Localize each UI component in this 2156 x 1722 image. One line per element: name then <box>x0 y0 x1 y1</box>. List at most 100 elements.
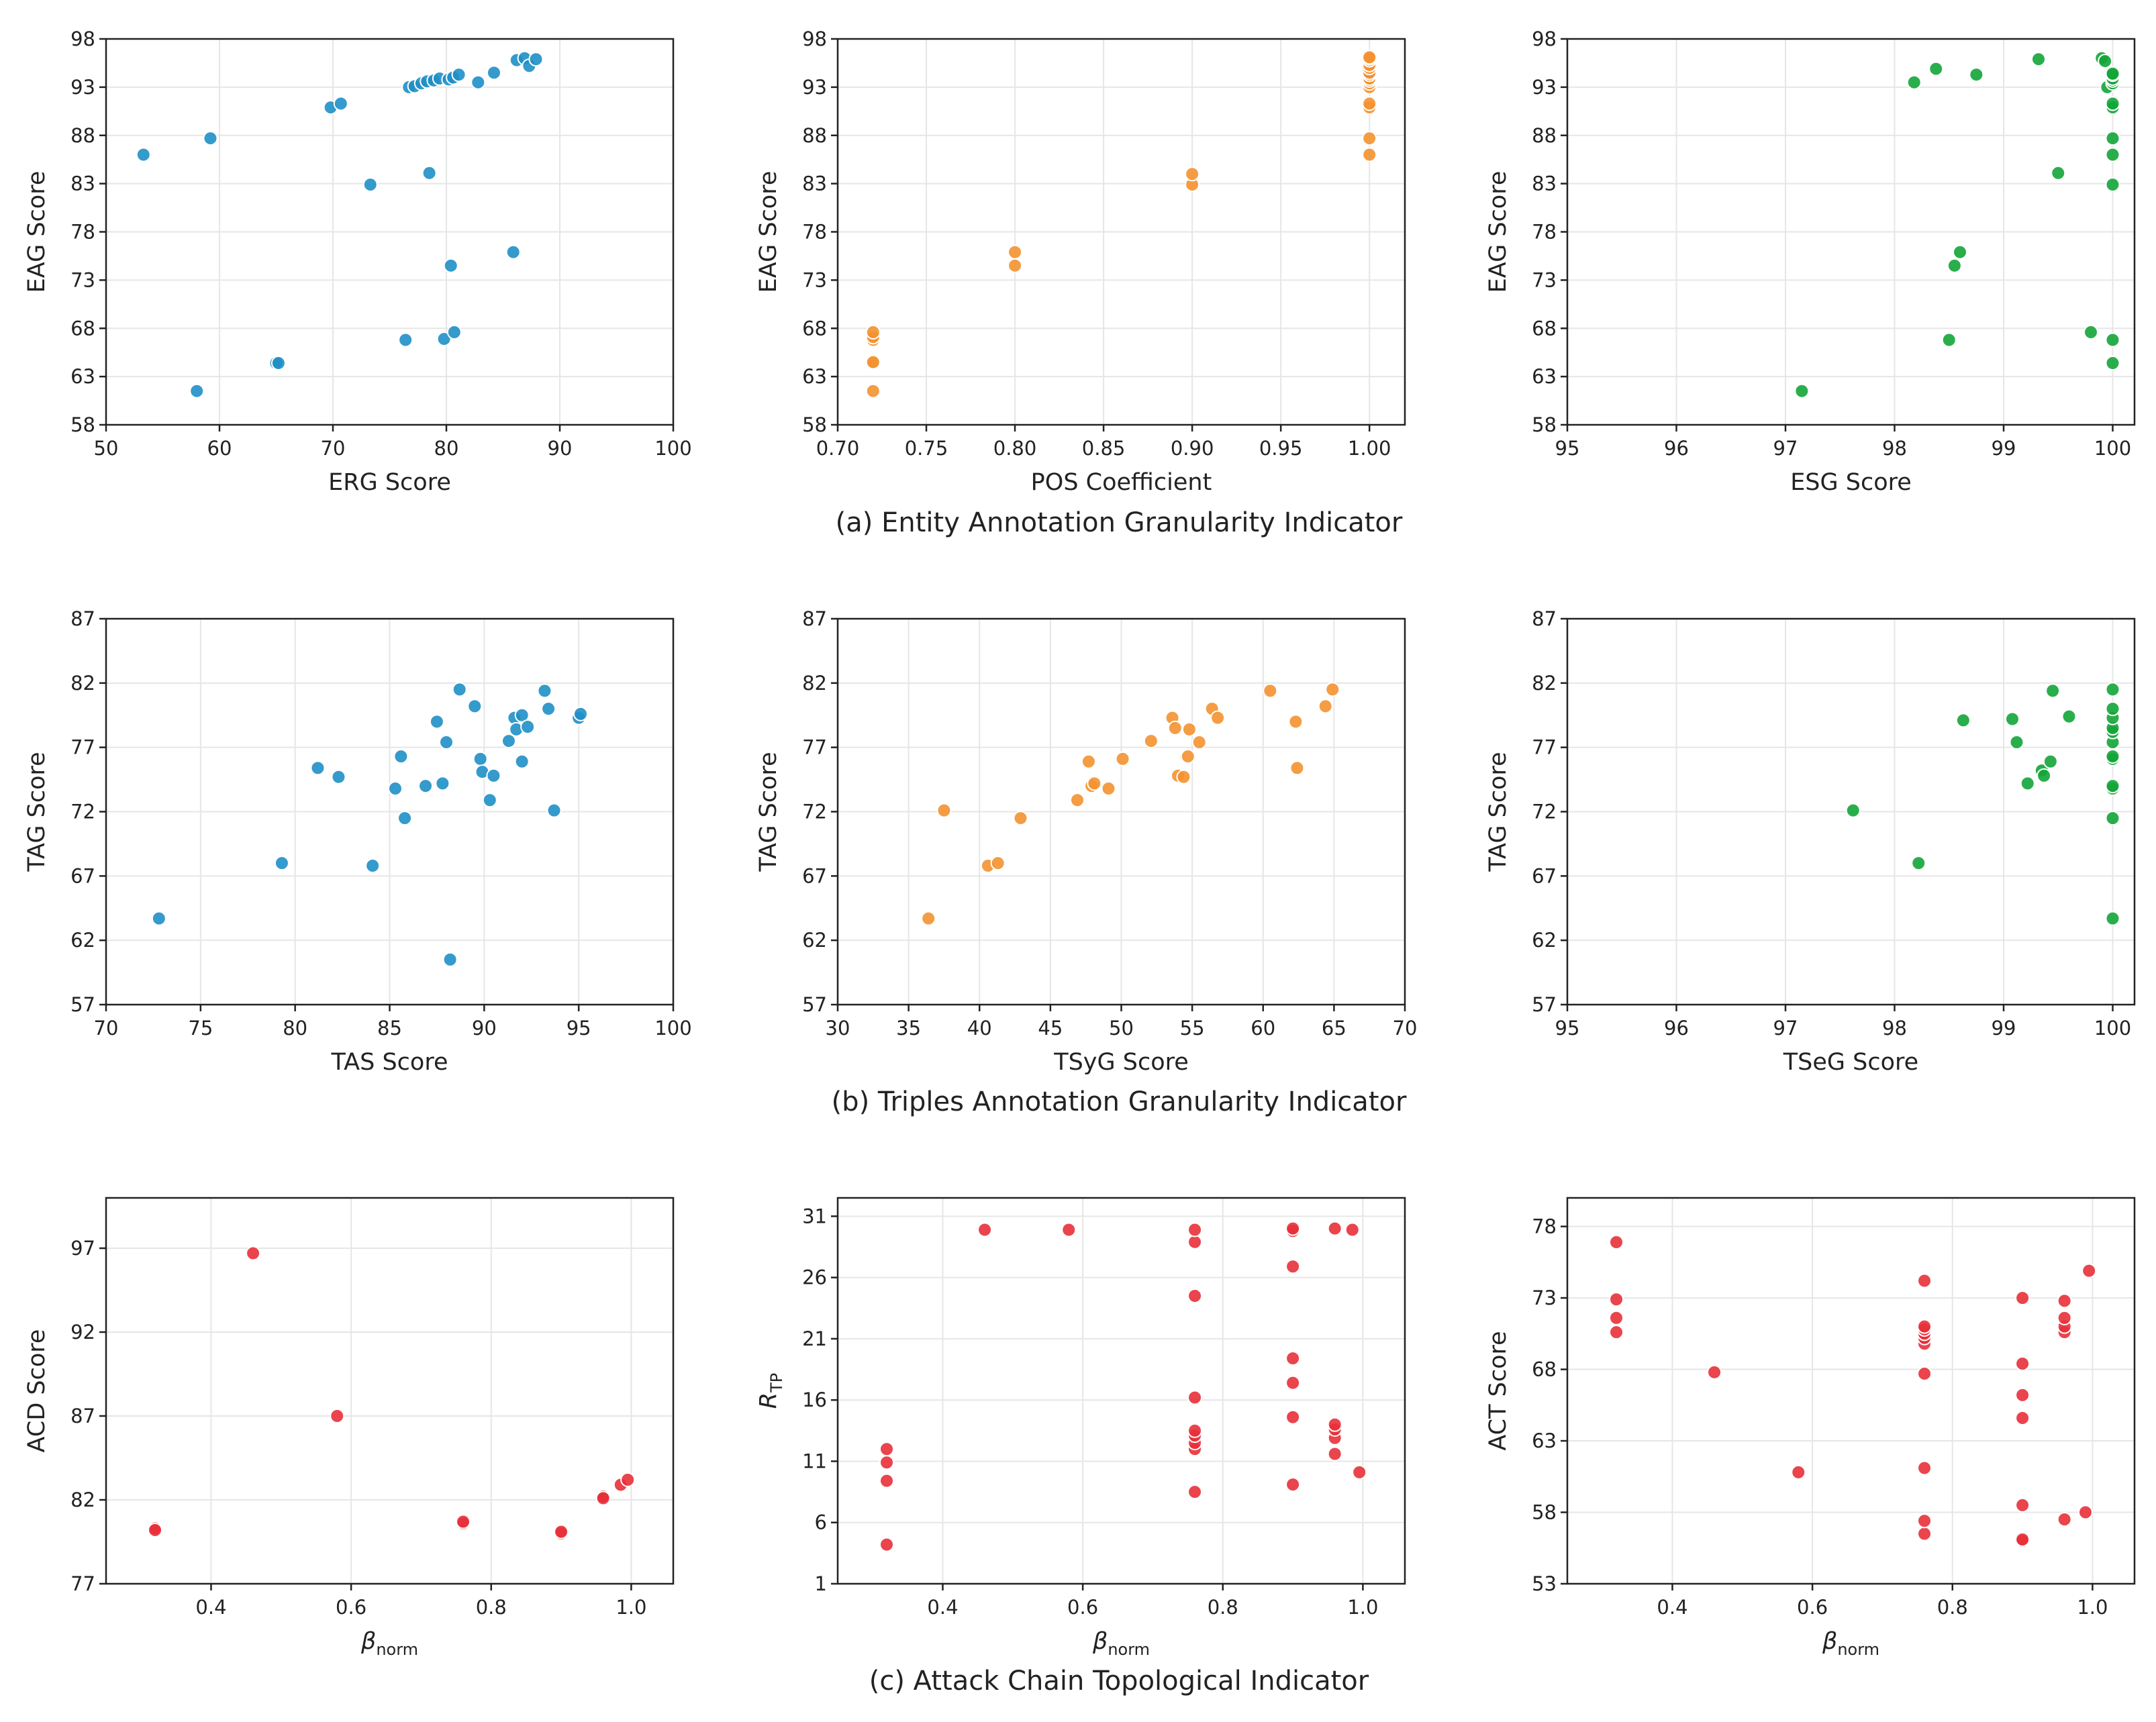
data-point <box>528 52 544 67</box>
y-tick-label: 82 <box>1532 672 1557 695</box>
data-point <box>330 1409 345 1423</box>
caption-a: (a) Entity Annotation Granularity Indica… <box>836 507 1403 538</box>
data-point <box>1143 733 1159 749</box>
data-point <box>537 683 552 699</box>
data-point <box>482 793 497 808</box>
data-point <box>362 177 378 193</box>
data-point <box>1609 1325 1624 1340</box>
x-tick-label: 0.6 <box>1067 1596 1098 1619</box>
data-point <box>1791 1464 1806 1480</box>
data-point <box>546 803 562 818</box>
data-point <box>1185 166 1200 182</box>
x-tick-label: 1.00 <box>1348 437 1391 460</box>
data-point <box>1917 1513 1932 1529</box>
y-tick-label: 11 <box>802 1450 827 1472</box>
data-point <box>520 719 536 734</box>
x-tick-label: 0.95 <box>1259 437 1303 460</box>
x-tick-label: 50 <box>1109 1017 1134 1040</box>
y-axis-label: EAG Score <box>23 171 50 293</box>
data-point <box>2015 1387 2030 1403</box>
y-tick-label: 73 <box>802 268 827 291</box>
data-point <box>1327 1446 1342 1462</box>
x-axis-label-subscript: norm <box>376 1640 418 1659</box>
x-tick-label: 50 <box>94 437 119 460</box>
data-point <box>879 1537 895 1552</box>
y-tick-label: 72 <box>802 801 827 823</box>
data-point <box>1953 244 1967 260</box>
data-point <box>620 1472 636 1487</box>
data-point <box>2057 1310 2072 1325</box>
data-point <box>1845 803 1861 818</box>
data-point <box>977 1222 993 1237</box>
data-point <box>1285 1375 1301 1390</box>
data-point <box>1181 721 1197 737</box>
data-point <box>1911 856 1926 871</box>
x-tick-label: 0.8 <box>1208 1596 1238 1619</box>
plot-frame <box>105 1197 675 1585</box>
data-point <box>1941 332 1957 348</box>
data-point <box>505 244 521 260</box>
x-axis-label-main: β <box>360 1628 376 1655</box>
x-axis-label: TAS Score <box>331 1049 448 1076</box>
data-point <box>2045 683 2061 699</box>
x-tick-label: 0.8 <box>476 1596 507 1619</box>
y-tick-label: 67 <box>1532 864 1557 887</box>
data-point <box>333 96 348 111</box>
data-point <box>393 749 409 764</box>
y-tick-label: 26 <box>802 1266 827 1289</box>
x-tick-label: 70 <box>321 437 346 460</box>
y-axis-label: EAG Score <box>1485 171 1512 293</box>
x-tick-label: 95 <box>567 1017 591 1040</box>
scatter-chart-3: 95 96 97 98 99 100 58 63 68 73 78 83 88 93 98 ESG Score… <box>1485 28 2136 496</box>
data-point <box>2098 54 2113 69</box>
x-axis-label: βnorm <box>1092 1628 1150 1659</box>
y-tick-label: 62 <box>70 929 95 952</box>
data-point <box>136 147 151 162</box>
data-point <box>443 258 458 273</box>
data-points <box>865 50 1377 399</box>
data-point <box>2081 1263 2097 1278</box>
data-point <box>274 856 289 871</box>
data-point <box>501 733 516 749</box>
x-tick-label: 98 <box>1882 437 1907 460</box>
data-point <box>1362 50 1377 65</box>
plot-frame <box>1566 1197 2136 1585</box>
data-point <box>1087 776 1102 791</box>
data-point <box>1191 735 1207 750</box>
data-point <box>1947 258 1962 273</box>
x-tick-label: 1.0 <box>1347 1596 1378 1619</box>
data-point <box>2015 1356 2030 1372</box>
y-tick-label: 31 <box>802 1205 827 1227</box>
data-point <box>397 811 413 826</box>
data-point <box>1187 1234 1203 1250</box>
data-points <box>148 1246 636 1541</box>
data-point <box>1285 1259 1301 1274</box>
x-axis-label: βnorm <box>360 1628 418 1659</box>
x-tick-label: 30 <box>826 1017 850 1040</box>
data-point <box>2043 754 2058 769</box>
y-axis-label: ACT Score <box>1485 1331 1512 1450</box>
data-point <box>514 754 530 769</box>
data-point <box>456 1514 471 1529</box>
y-axis-label: RTP <box>755 1373 786 1409</box>
data-point <box>2084 325 2098 340</box>
y-tick-label: 92 <box>70 1321 95 1344</box>
y-tick-label: 1 <box>815 1572 827 1595</box>
y-axis-label: ACD Score <box>23 1329 50 1453</box>
data-point <box>1187 1288 1203 1304</box>
data-point <box>514 707 530 723</box>
y-axis-label: TAG Score <box>755 752 782 872</box>
data-point <box>1081 754 1096 769</box>
x-tick-label: 0.4 <box>1657 1596 1687 1619</box>
data-point <box>2105 778 2120 794</box>
data-point <box>1609 1292 1624 1307</box>
data-point <box>203 131 218 146</box>
x-tick-label: 100 <box>2094 437 2131 460</box>
data-point <box>1906 74 1922 90</box>
x-axis-label-subscript: norm <box>1108 1640 1150 1659</box>
y-axis-label: EAG Score <box>755 171 782 293</box>
data-point <box>921 911 936 926</box>
y-tick-label: 88 <box>802 124 827 147</box>
data-point <box>446 325 462 340</box>
